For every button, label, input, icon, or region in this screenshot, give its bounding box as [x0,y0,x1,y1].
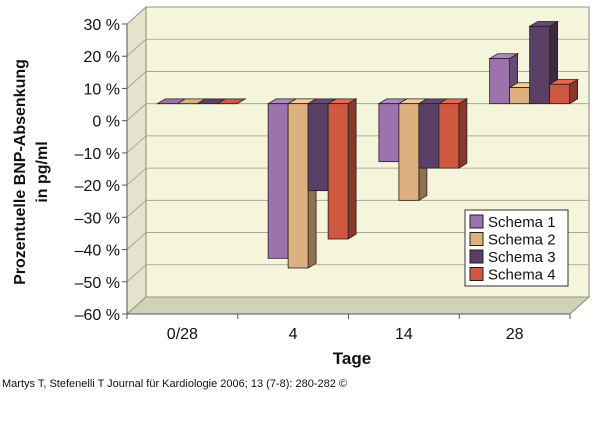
bar [215,98,247,105]
axes: 30 % 20 % 10 % 0 % –10 % –20 % –30 % –40 % –50 %… [75,17,571,343]
y-tick-label: –60 % [75,307,120,324]
y-tick-label: –50 % [75,275,120,292]
legend-label: Schema 4 [488,267,556,284]
y-tick-label: 10 % [84,81,120,98]
source-caption: Martys T, Stefenelli T Journal für Kardi… [2,378,348,390]
gridline-side [126,71,147,89]
legend-label: Schema 3 [488,249,556,266]
y-tick-label: –10 % [75,146,120,163]
y-tick-label: –40 % [75,243,120,260]
y-tick-label: 20 % [84,49,120,66]
side-wall [126,5,147,316]
gridline-side [126,135,147,154]
x-tick-label: 0/28 [167,326,198,343]
gridline-side [126,103,147,121]
gridline-side [126,167,147,186]
bar-chart: 30 % 20 % 10 % 0 % –10 % –20 % –30 % –40 % –50 %… [12,5,591,368]
y-tick-label: 30 % [84,17,120,34]
x-tick-label: 14 [395,326,413,343]
floor [125,296,591,315]
y-axis-label-line1: Prozentuelle BNP-Absenkung [12,59,29,285]
legend-swatch [469,267,484,281]
gridline-side [126,296,147,315]
y-tick-label: 0 % [92,114,120,131]
legend-label: Schema 2 [488,232,556,249]
gridline-side [126,200,147,218]
bars [155,20,580,269]
gridline-side [126,6,147,25]
bar [437,98,469,169]
bar [326,98,358,240]
legend-swatch [469,232,484,246]
x-tick-label: 28 [506,326,524,343]
x-tick-label: 4 [289,326,298,343]
legend-swatch [469,214,484,229]
bar [548,78,580,105]
y-tick-label: –30 % [75,210,120,227]
legend-label: Schema 1 [488,214,556,231]
gridline-side [126,264,147,283]
y-axis-label-line2: in pg/ml [34,141,51,202]
x-axis-label: Tage [333,349,371,368]
gridline-side [126,38,147,57]
gridline-side [126,232,147,250]
y-tick-label: –20 % [75,178,120,195]
legend-swatch [469,249,484,264]
